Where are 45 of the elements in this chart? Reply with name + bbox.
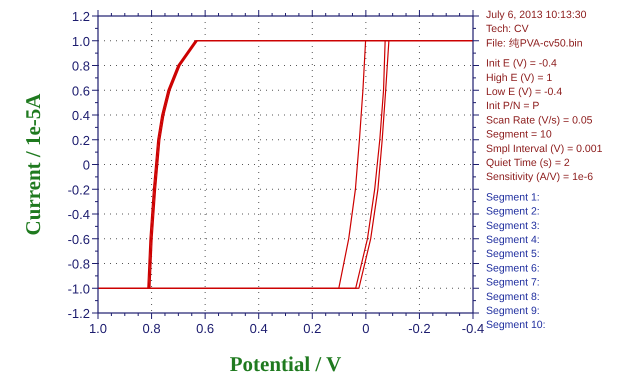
text: Segment 6: [486, 262, 540, 274]
y-tick-label: 0.2 [72, 132, 90, 148]
text: Sensitivity (A/V) = 1e-6 [486, 171, 594, 184]
x-tick-label: 0.4 [250, 321, 268, 336]
text: July 6, 2013 10:13:30 [486, 9, 587, 21]
text: Smpl Interval (V) = 0.001 [486, 142, 603, 155]
y-tick-label: 0.8 [72, 58, 90, 74]
y-tick-label: -0.2 [68, 182, 90, 198]
text: Segment 3: [486, 220, 540, 232]
text: Segment 9: [486, 305, 540, 317]
y-tick-label: 0.4 [72, 108, 90, 123]
text: File: 纯PVA-cv50.bin [486, 37, 583, 50]
text: Init P/N = P [486, 100, 540, 112]
x-tick-label: 0.8 [142, 321, 161, 336]
text: Scan Rate (V/s) = 0.05 [486, 114, 593, 126]
text: Low E (V) = -0.4 [486, 86, 562, 98]
text: Segment 2: [486, 206, 540, 218]
x-tick-label: 0.2 [303, 321, 322, 336]
x-tick-label: 0 [362, 321, 370, 336]
y-tick-label: -0.8 [68, 256, 90, 272]
text: Init E (V) = -0.4 [486, 58, 558, 70]
text: Segment = 10 [486, 128, 552, 141]
y-tick-label: 0.6 [72, 83, 90, 98]
text: High E (V) = 1 [486, 72, 552, 84]
y-tick-label: 0 [82, 158, 90, 172]
y-tick-label: 1.2 [72, 9, 90, 24]
x-tick-label: 1.0 [88, 321, 108, 336]
text: Tech: CV [486, 23, 529, 36]
y-tick-label: -0.4 [68, 207, 90, 222]
x-tick-label: -0.2 [408, 321, 431, 336]
text: Segment 10: [486, 319, 546, 332]
y-tick-label: -0.6 [68, 232, 90, 247]
text: Segment 7: [486, 276, 540, 289]
y-tick-label: 1.0 [72, 34, 90, 49]
x-axis-title: Potential / V [230, 352, 342, 376]
y-axis-title: Current / 1e-5A [21, 92, 45, 236]
text: Segment 8: [486, 290, 540, 303]
text: Quiet Time (s) = 2 [486, 157, 570, 169]
x-tick-label: 0.6 [196, 321, 214, 336]
y-tick-label: -1.2 [68, 306, 90, 321]
text: Segment 5: [486, 248, 540, 260]
y-tick-label: -1.0 [68, 281, 90, 296]
x-tick-label: -0.4 [462, 321, 484, 336]
text: Segment 4: [486, 234, 540, 246]
text: Segment 1: [486, 191, 540, 204]
